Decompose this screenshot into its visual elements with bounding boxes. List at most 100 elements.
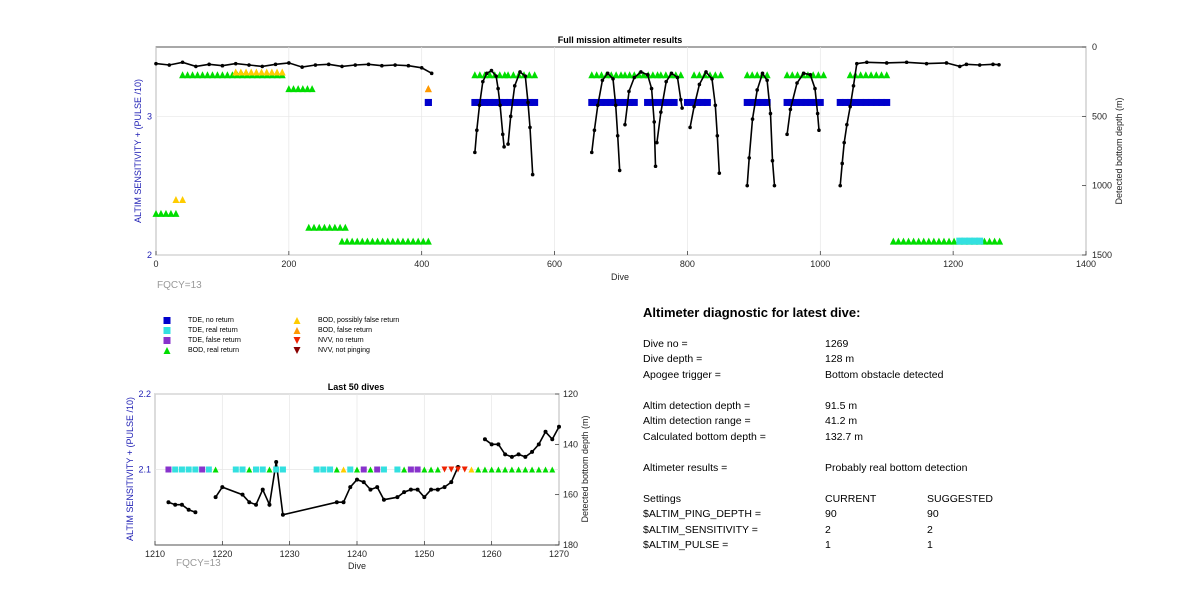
marker: [414, 237, 422, 245]
dive-marker: [205, 466, 212, 473]
x-tick-label: 600: [547, 259, 562, 269]
dive-marker: [185, 466, 192, 473]
marker: [247, 68, 255, 76]
depth-point: [623, 122, 627, 127]
marker: [877, 71, 885, 79]
y-axis-label-right: Detected bottom depth (m): [580, 415, 590, 522]
marker: [305, 223, 313, 231]
marker: [925, 237, 933, 245]
dive-marker: [468, 466, 475, 473]
dive-marker: [327, 466, 334, 473]
legend-symbol: [160, 346, 174, 355]
depth-point: [247, 63, 251, 67]
marker: [950, 237, 958, 245]
marker: [690, 71, 698, 79]
grid: [155, 47, 1087, 256]
dive-marker: [475, 466, 482, 473]
marker: [516, 98, 524, 106]
diagnostic-key: $ALTIM_SENSITIVITY =: [643, 523, 758, 536]
marker: [748, 98, 756, 106]
marker: [867, 98, 875, 106]
marker: [677, 71, 685, 79]
dive-marker: [347, 466, 354, 473]
marker: [504, 71, 512, 79]
depth-point: [688, 125, 692, 130]
depth-point: [366, 62, 371, 67]
depth-point: [280, 512, 285, 517]
depth-point: [395, 495, 400, 500]
marker: [846, 71, 854, 79]
marker: [758, 98, 766, 106]
marker: [703, 98, 711, 106]
x-tick-label: 200: [281, 259, 296, 269]
depth-point: [512, 84, 517, 88]
depth-point: [179, 502, 184, 507]
marker: [597, 98, 605, 106]
diagnostic-key: Dive depth =: [643, 353, 703, 366]
depth-point: [516, 452, 521, 457]
dive-marker: [354, 466, 360, 473]
depth-point: [186, 507, 191, 512]
marker: [189, 71, 197, 79]
depth-point: [287, 61, 291, 65]
marker: [315, 223, 323, 231]
dive-marker: [266, 466, 273, 473]
depth-point: [977, 63, 982, 67]
depth-point: [415, 487, 420, 492]
depth-point: [193, 510, 198, 515]
depth-point: [536, 442, 541, 447]
y-tick-label-left: 2: [147, 250, 152, 260]
marker: [299, 85, 307, 93]
diagnostic-row: $ALTIM_SENSITIVITY = 2 2: [643, 522, 1183, 538]
marker: [506, 98, 514, 106]
depth-point: [717, 171, 722, 175]
marker: [228, 71, 236, 79]
plot-area: [155, 46, 1087, 256]
legend-label: BOD, false return: [318, 327, 373, 334]
dive-marker: [529, 466, 536, 473]
diagnostic-value: 132.7 m: [825, 430, 863, 443]
depth-point: [506, 142, 510, 146]
diagnostic-row: Calculated bottom depth = 132.7 m: [643, 429, 1183, 445]
marker: [649, 71, 657, 79]
marker: [172, 196, 180, 204]
marker: [695, 71, 703, 79]
diagnostic-value: 41.2 m: [825, 415, 858, 428]
diagnostic-value: 1: [825, 539, 831, 552]
last-50-dives-chart: Last 50 dives 1210 1220 1230 1240 1250 1260 12…: [125, 382, 590, 571]
x-tick-label: 1250: [414, 549, 434, 559]
legend-marker: [163, 317, 171, 324]
marker: [986, 237, 994, 245]
dive-marker: [407, 466, 414, 473]
diagnostic-row: $ALTIM_PULSE = 1 1: [643, 538, 1183, 554]
diagnostic-value: Probably real bottom detection: [825, 461, 968, 474]
x-tick-label: 1400: [1076, 259, 1096, 269]
marker: [203, 71, 211, 79]
diagnostic-row: $ALTIM_PING_DEPTH = 90 90: [643, 507, 1183, 523]
dive-marker: [313, 466, 320, 473]
marker: [607, 71, 615, 79]
depth-point: [260, 64, 265, 69]
marker: [389, 237, 397, 245]
marker: [621, 71, 629, 79]
depth-point: [653, 164, 658, 169]
depth-point: [508, 114, 513, 119]
depth-point: [838, 183, 843, 188]
marker: [268, 68, 276, 76]
depth-point: [247, 500, 252, 505]
y-tick-label-right: 120: [563, 389, 578, 399]
dive-marker: [367, 466, 374, 473]
depth-point: [655, 140, 659, 145]
depth-point: [402, 490, 407, 495]
marker: [310, 223, 318, 231]
depth-point: [785, 132, 789, 137]
marker: [496, 71, 504, 79]
depth-point: [615, 133, 620, 138]
marker: [308, 85, 316, 93]
marker: [481, 98, 489, 106]
fqcy-label: FQCY=13: [157, 280, 202, 291]
marker: [905, 237, 913, 245]
marker: [626, 98, 634, 106]
legend-marker: [293, 317, 301, 324]
y-tick-label-right: 140: [563, 439, 578, 449]
